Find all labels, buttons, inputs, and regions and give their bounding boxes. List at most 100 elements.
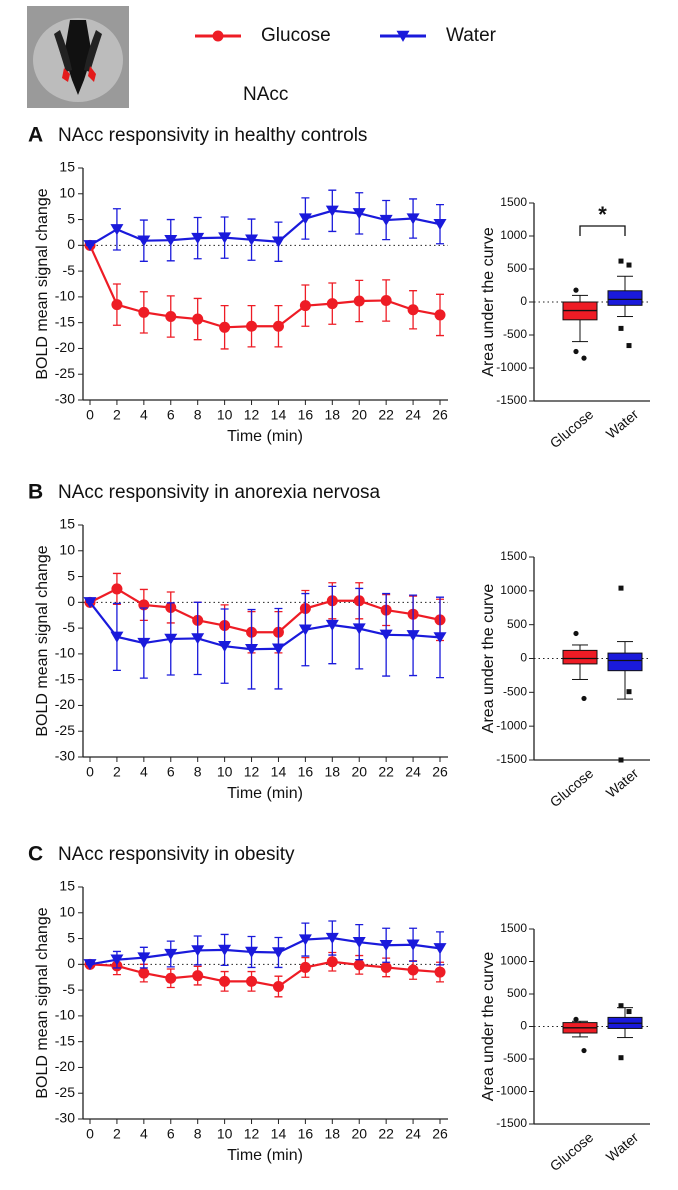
y-tick-label: -10 [55,645,75,661]
x-axis-title: Time (min) [227,428,303,445]
panel-letter: A [28,124,43,147]
y-axis-title: BOLD mean signal change [34,188,51,379]
marker [245,644,259,656]
x-tick-label: 2 [113,407,121,423]
marker [434,309,446,321]
marker [272,981,284,993]
marker [407,964,419,976]
marker [326,956,338,968]
x-tick-label: 18 [325,1126,341,1142]
y-tick-label: -1500 [496,393,527,407]
x-axis-title: Time (min) [227,1147,303,1164]
marker [379,629,393,641]
y-tick-label: -30 [55,1110,75,1126]
y-tick-label: -1000 [496,718,527,732]
significance-label: * [598,202,607,227]
x-tick-label: 14 [271,407,287,423]
outlier [618,325,624,331]
panel-letter: B [28,481,43,504]
significance-bracket [579,225,626,236]
x-tick-label: 2 [113,764,121,780]
y-tick-label: -5 [63,262,76,278]
image-roi [88,66,96,82]
x-tick-label: 22 [378,407,394,423]
image-roi [62,68,70,82]
marker [352,208,366,220]
marker [271,947,285,959]
marker [406,939,420,951]
marker [219,321,231,333]
marker [165,972,177,984]
marker [352,623,366,635]
marker [164,234,178,247]
image-ventricle [54,30,72,72]
y-tick-label: -25 [55,722,75,738]
x-tick-label: 22 [378,1126,394,1142]
x-tick-label: 12 [244,1126,260,1142]
y-axis-title: BOLD mean signal change [34,545,51,736]
x-tick-label: 8 [194,407,202,423]
y-tick-label: -10 [55,1007,75,1023]
x-tick-label: Glucose [547,765,597,810]
x-tick-label: 24 [405,764,421,780]
y-axis-title: Area under the curve [480,952,497,1102]
series-line [89,936,441,966]
y-tick-label: -1000 [496,1084,527,1098]
outlier [618,1055,624,1061]
x-tick-label: 8 [194,1126,202,1142]
x-tick-label: Water [603,765,642,801]
box [607,652,643,672]
y-tick-label: -20 [55,696,75,712]
x-tick-label: 26 [432,764,448,780]
outlier [573,348,579,355]
marker [83,597,97,609]
marker [83,240,97,252]
x-tick-label: 0 [86,1126,94,1142]
marker [164,948,178,960]
y-tick-label: -25 [55,365,75,381]
x-tick-label: 12 [244,764,260,780]
outlier [581,695,587,702]
y-tick-label: 1500 [500,195,527,209]
y-tick-label: -500 [503,1051,527,1065]
y-tick-label: -1500 [496,752,527,766]
y-tick-label: -15 [55,313,75,329]
outlier [581,355,587,361]
y-tick-label: -10 [55,288,75,304]
marker [298,624,312,636]
y-tick-label: -5 [63,619,76,635]
y-axis-title: BOLD mean signal change [34,907,51,1098]
marker [245,234,259,246]
x-tick-label: 4 [140,764,148,780]
x-tick-label: Glucose [547,1129,597,1174]
box [562,649,598,665]
marker [325,205,339,217]
marker [380,294,392,306]
panel-title: NAcc responsivity in healthy controls [58,125,367,146]
x-tick-label: 10 [217,764,233,780]
y-tick-label: -20 [55,339,75,355]
y-tick-label: 0 [67,593,75,609]
series-line [89,209,441,247]
x-tick-label: 24 [405,1126,421,1142]
outlier [626,689,632,695]
marker [110,224,124,236]
outlier [573,287,579,293]
x-tick-label: 6 [167,407,175,423]
x-tick-label: 4 [140,1126,148,1142]
marker [191,232,205,244]
image-ventricle [64,20,92,95]
box [607,290,643,306]
marker [433,632,447,644]
marker [406,213,420,225]
x-tick-label: 26 [432,407,448,423]
x-tick-label: 14 [271,1126,287,1142]
marker [165,310,177,322]
outlier [626,343,632,349]
y-tick-label: -1000 [496,360,527,374]
marker [272,320,284,332]
outlier [573,630,579,637]
y-tick-label: -15 [55,670,75,686]
y-tick-label: -15 [55,1032,75,1048]
marker [110,631,124,643]
